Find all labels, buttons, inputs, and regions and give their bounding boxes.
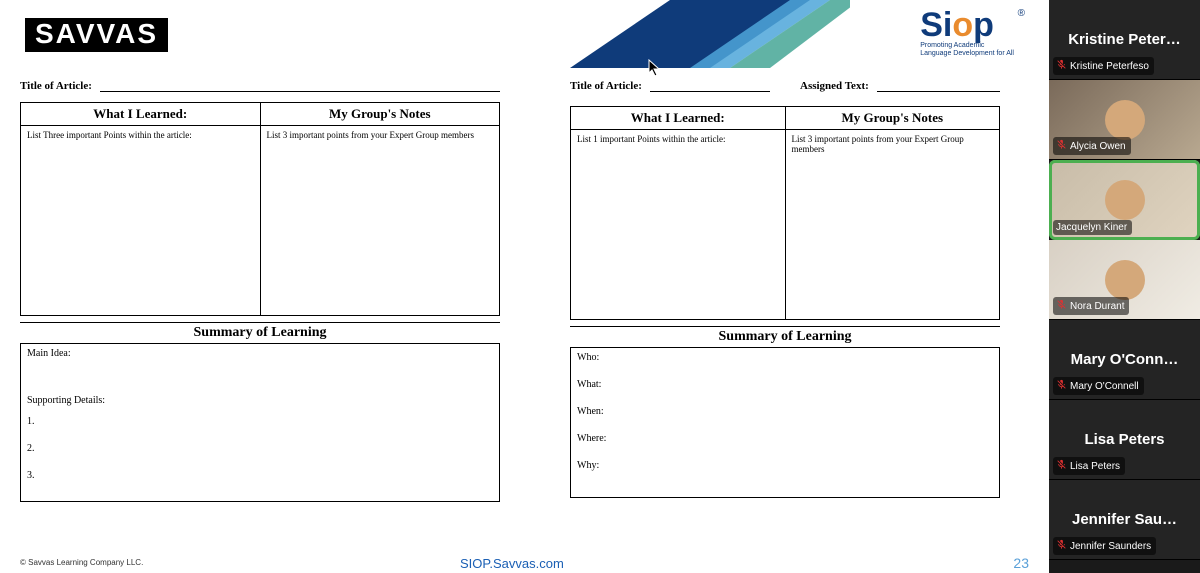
registered-mark: ® <box>1018 8 1025 19</box>
participant-full-name: Lisa Peters <box>1070 461 1120 472</box>
participant-display-name: Kristine Peter… <box>1049 31 1200 48</box>
when-label: When: <box>577 406 993 417</box>
col-group-notes: My Group's Notes <box>260 103 500 126</box>
col-what-i-learned: What I Learned: <box>571 107 786 130</box>
participant-name-tag: Lisa Peters <box>1053 457 1125 475</box>
title-blank-line <box>650 80 770 92</box>
mute-icon <box>1056 299 1067 313</box>
participant-name-tag: Kristine Peterfeso <box>1053 57 1154 75</box>
participant-tile[interactable]: Mary O'Conn… Mary O'Connell <box>1049 320 1200 400</box>
mute-icon <box>1056 379 1067 393</box>
participant-full-name: Jacquelyn Kiner <box>1056 222 1127 233</box>
mute-icon <box>1056 539 1067 553</box>
title-label: Title of Article: <box>20 80 92 92</box>
col-what-i-learned: What I Learned: <box>21 103 261 126</box>
worksheet-container: Title of Article: What I Learned: My Gro… <box>0 70 1049 540</box>
participant-tile[interactable]: Alycia Owen <box>1049 80 1200 160</box>
main-idea-label: Main Idea: <box>27 348 493 359</box>
siop-logo: Siop Promoting Academic Language Develop… <box>920 8 1014 59</box>
participant-full-name: Mary O'Connell <box>1070 381 1139 392</box>
detail-1: 1. <box>27 416 493 427</box>
summary-body: Main Idea: Supporting Details: 1. 2. 3. <box>20 344 500 502</box>
participant-tile[interactable]: Jennifer Sau… Jennifer Saunders <box>1049 480 1200 560</box>
supporting-label: Supporting Details: <box>27 395 493 406</box>
participant-full-name: Kristine Peterfeso <box>1070 61 1149 72</box>
participant-full-name: Alycia Owen <box>1070 141 1126 152</box>
header-graphic <box>550 0 850 68</box>
participant-display-name: Mary O'Conn… <box>1049 351 1200 368</box>
participant-video-thumbnail <box>1105 180 1145 220</box>
worksheet-left: Title of Article: What I Learned: My Gro… <box>0 70 520 540</box>
mute-icon <box>1056 139 1067 153</box>
detail-2: 2. <box>27 443 493 454</box>
participant-name-tag: Mary O'Connell <box>1053 377 1144 395</box>
zoom-window: SAVVAS Siop Promoting Academic Language … <box>0 0 1200 573</box>
learning-table: What I Learned: My Group's Notes List 1 … <box>570 106 1000 320</box>
participant-tile[interactable]: Lisa Peters Lisa Peters <box>1049 400 1200 480</box>
col-group-notes: My Group's Notes <box>785 107 1000 130</box>
assigned-blank-line <box>877 80 1000 92</box>
summary-body: Who: What: When: Where: Why: <box>570 348 1000 498</box>
cell-group-points: List 3 important points from your Expert… <box>260 126 500 316</box>
what-label: What: <box>577 379 993 390</box>
participant-full-name: Jennifer Saunders <box>1070 541 1151 552</box>
participant-full-name: Nora Durant <box>1070 301 1124 312</box>
savvas-logo: SAVVAS <box>25 18 168 52</box>
participant-display-name: Jennifer Sau… <box>1049 511 1200 528</box>
participant-name-tag: Jacquelyn Kiner <box>1053 220 1132 235</box>
participant-panel[interactable]: Kristine Peter… Kristine Peterfeso Alycia … <box>1049 0 1200 573</box>
mouse-cursor-icon <box>648 59 662 77</box>
where-label: Where: <box>577 433 993 444</box>
worksheet-right: Title of Article: Assigned Text: What I … <box>520 70 1040 540</box>
cell-group-points: List 3 important points from your Expert… <box>785 130 1000 320</box>
participant-video-thumbnail <box>1105 260 1145 300</box>
summary-title: Summary of Learning <box>20 322 500 344</box>
participant-name-tag: Alycia Owen <box>1053 137 1131 155</box>
footer-link[interactable]: SIOP.Savvas.com <box>460 556 564 571</box>
cell-my-points: List Three important Points within the a… <box>21 126 261 316</box>
copyright-footer: © Savvas Learning Company LLC. <box>20 558 143 567</box>
shared-screen: SAVVAS Siop Promoting Academic Language … <box>0 0 1049 573</box>
mute-icon <box>1056 59 1067 73</box>
detail-3: 3. <box>27 470 493 481</box>
summary-title: Summary of Learning <box>570 326 1000 348</box>
mute-icon <box>1056 459 1067 473</box>
participant-tile[interactable]: Kristine Peter… Kristine Peterfeso <box>1049 0 1200 80</box>
slide-header: SAVVAS Siop Promoting Academic Language … <box>0 0 1049 68</box>
learning-table: What I Learned: My Group's Notes List Th… <box>20 102 500 316</box>
title-label: Title of Article: <box>570 80 642 92</box>
title-blank-line <box>100 80 500 92</box>
why-label: Why: <box>577 460 993 471</box>
participant-video-thumbnail <box>1105 100 1145 140</box>
participant-tile[interactable]: Nora Durant <box>1049 240 1200 320</box>
participant-name-tag: Nora Durant <box>1053 297 1129 315</box>
assigned-text-label: Assigned Text: <box>800 80 869 92</box>
page-number: 23 <box>1013 555 1029 571</box>
participant-tile[interactable]: Jacquelyn Kiner <box>1049 160 1200 240</box>
participant-display-name: Lisa Peters <box>1049 431 1200 448</box>
participant-name-tag: Jennifer Saunders <box>1053 537 1156 555</box>
cell-my-points: List 1 important Points within the artic… <box>571 130 786 320</box>
who-label: Who: <box>577 352 993 363</box>
